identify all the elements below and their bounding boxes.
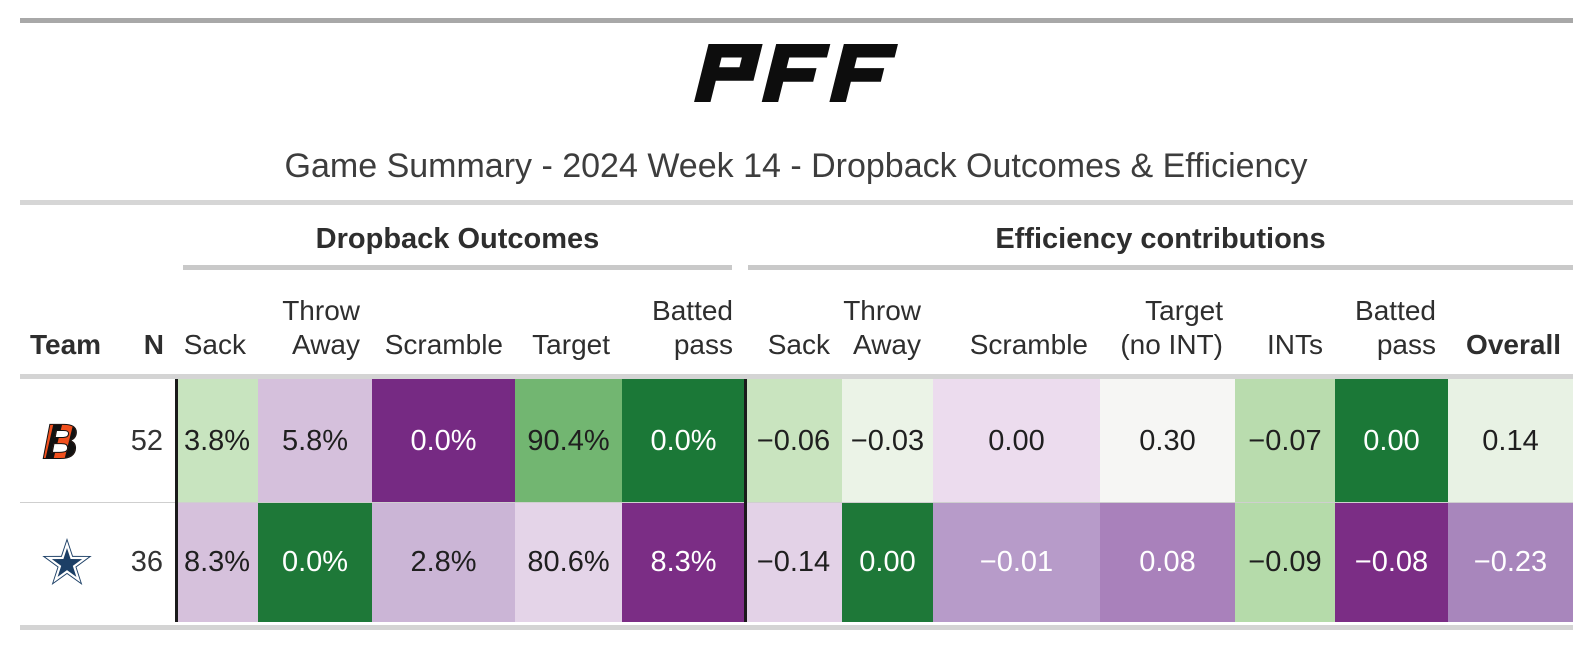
col-header-line2: Away [292,329,360,360]
stat-cell-eff_scramble: 0.00 [933,379,1100,503]
stat-cell-eff_throw_away: 0.00 [842,503,933,622]
col-header-line2: N [143,329,164,360]
stat-cell-eff_batted_pass: −0.08 [1335,503,1448,622]
col-header-db_batted_pass: Batted pass [622,272,745,366]
stat-cell-db_batted_pass: 0.0% [622,379,745,503]
stat-cell-eff_sack: −0.14 [745,503,842,622]
col-header-line2: (no INT) [1120,329,1223,360]
stat-cell-eff_sack: −0.06 [745,379,842,503]
group-underline-efficiency [748,265,1573,270]
col-header-line2: Sack [183,329,246,360]
group-underline-dropback [183,265,732,270]
page-title: Game Summary - 2024 Week 14 - Dropback O… [284,147,1308,185]
col-header-line1: Batted [652,295,733,326]
stat-cell-eff_target_no_int: 0.08 [1100,503,1235,622]
col-header-eff_scramble: Scramble [933,272,1100,366]
col-header-line2: pass [1376,329,1436,360]
dropback-count: 52 [130,424,163,457]
stat-cell-db_throw_away: 5.8% [258,379,372,503]
group-header-dropback-outcomes: Dropback Outcomes [315,222,600,255]
table-vertical-rule-left [175,379,178,622]
col-header-line2: Team [30,329,102,360]
team-row-cowboys: 36 8.3% 0.0% 2.8% 80.6% 8.3% −0.14 0.00 −0.01 0.… [20,503,1573,622]
stat-cell-db_sack: 8.3% [176,503,258,622]
stat-cell-db_scramble: 0.0% [372,379,515,503]
team-logo-cowboys [20,503,113,622]
col-header-line1: Throw [282,295,360,326]
stat-cell-db_scramble: 2.8% [372,503,515,622]
dropback-count: 36 [130,546,163,578]
bottom-divider [20,625,1573,630]
col-header-eff_sack: Sack [745,272,842,366]
col-header-line2: Scramble [969,329,1088,360]
col-header-db_throw_away: Throw Away [258,272,372,366]
stat-cell-eff_ints: −0.07 [1235,379,1335,503]
row-divider [20,502,1573,503]
top-divider [20,18,1573,23]
col-header-eff_throw_away: Throw Away [842,272,933,366]
stat-cell-eff_batted_pass: 0.00 [1335,379,1448,503]
col-header-eff_ints: INTs [1235,272,1335,366]
col-header-line2: Sack [767,329,830,360]
col-header-line2: Scramble [384,329,503,360]
stat-cell-db_sack: 3.8% [176,379,258,503]
stat-cell-eff_throw_away: −0.03 [842,379,933,503]
title-divider [20,200,1573,205]
stat-cell-db_target: 90.4% [515,379,622,503]
stat-cell-eff_scramble: −0.01 [933,503,1100,622]
col-header-line1: Batted [1355,295,1436,326]
col-header-db_target: Target [515,272,622,366]
team-row-bengals: B B 52 3.8% 5.8% 0.0% 90.4% 0.0% −0.06 −0.03 0.… [20,379,1573,503]
pff-logo [0,44,1592,102]
table-vertical-rule-middle [744,379,747,622]
col-header-eff_batted_pass: Batted pass [1335,272,1448,366]
col-header-line1: Throw [843,295,921,326]
col-header-line2: INTs [1267,329,1323,360]
summary-table: Dropback Outcomes Efficiency contributio… [20,210,1573,630]
stat-cell-db_target: 80.6% [515,503,622,622]
col-header-db_sack: Sack [176,272,258,366]
col-header-overall: Overall [1448,272,1573,366]
pff-logo-icon [694,44,898,102]
stat-cell-eff_ints: −0.09 [1235,503,1335,622]
stat-cell-overall: −0.23 [1448,503,1573,622]
col-header-line1: Target [1145,295,1223,326]
group-header-efficiency-contributions: Efficiency contributions [995,222,1326,255]
col-header-n: N [113,272,176,366]
col-header-db_scramble: Scramble [372,272,515,366]
stat-cell-db_throw_away: 0.0% [258,503,372,622]
team-logo-bengals: B B [20,379,113,503]
stat-cell-eff_target_no_int: 0.30 [1100,379,1235,503]
col-header-line2: Away [853,329,921,360]
bengals-logo-icon: B B [42,419,78,463]
col-header-line2: Target [532,329,610,360]
col-header-eff_target_no_int: Target (no INT) [1100,272,1235,366]
col-header-line2: pass [673,329,733,360]
col-header-team: Team [20,272,113,366]
stat-cell-db_batted_pass: 8.3% [622,503,745,622]
cowboys-star-icon [41,537,92,585]
col-header-line2: Overall [1466,329,1561,360]
header-divider [20,374,1573,379]
stat-cell-overall: 0.14 [1448,379,1573,503]
